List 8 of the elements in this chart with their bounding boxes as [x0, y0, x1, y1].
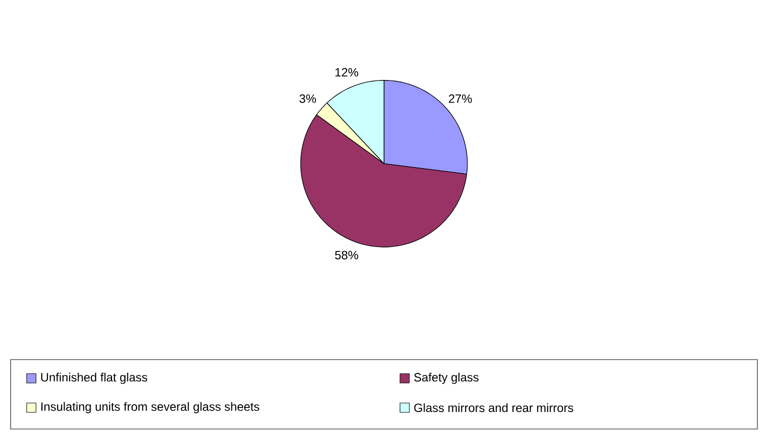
- data-label: 27%: [448, 94, 472, 103]
- data-label: 3%: [300, 94, 316, 103]
- legend-label: Safety glass: [414, 372, 479, 384]
- data-label: 58%: [335, 250, 358, 260]
- legend-label: Glass mirrors and rear mirrors: [414, 403, 574, 412]
- legend-label: Insulating units from several glass sheets: [41, 402, 260, 414]
- data-label: 12%: [335, 68, 358, 76]
- legend-label: Unfinished flat glass: [41, 372, 148, 384]
